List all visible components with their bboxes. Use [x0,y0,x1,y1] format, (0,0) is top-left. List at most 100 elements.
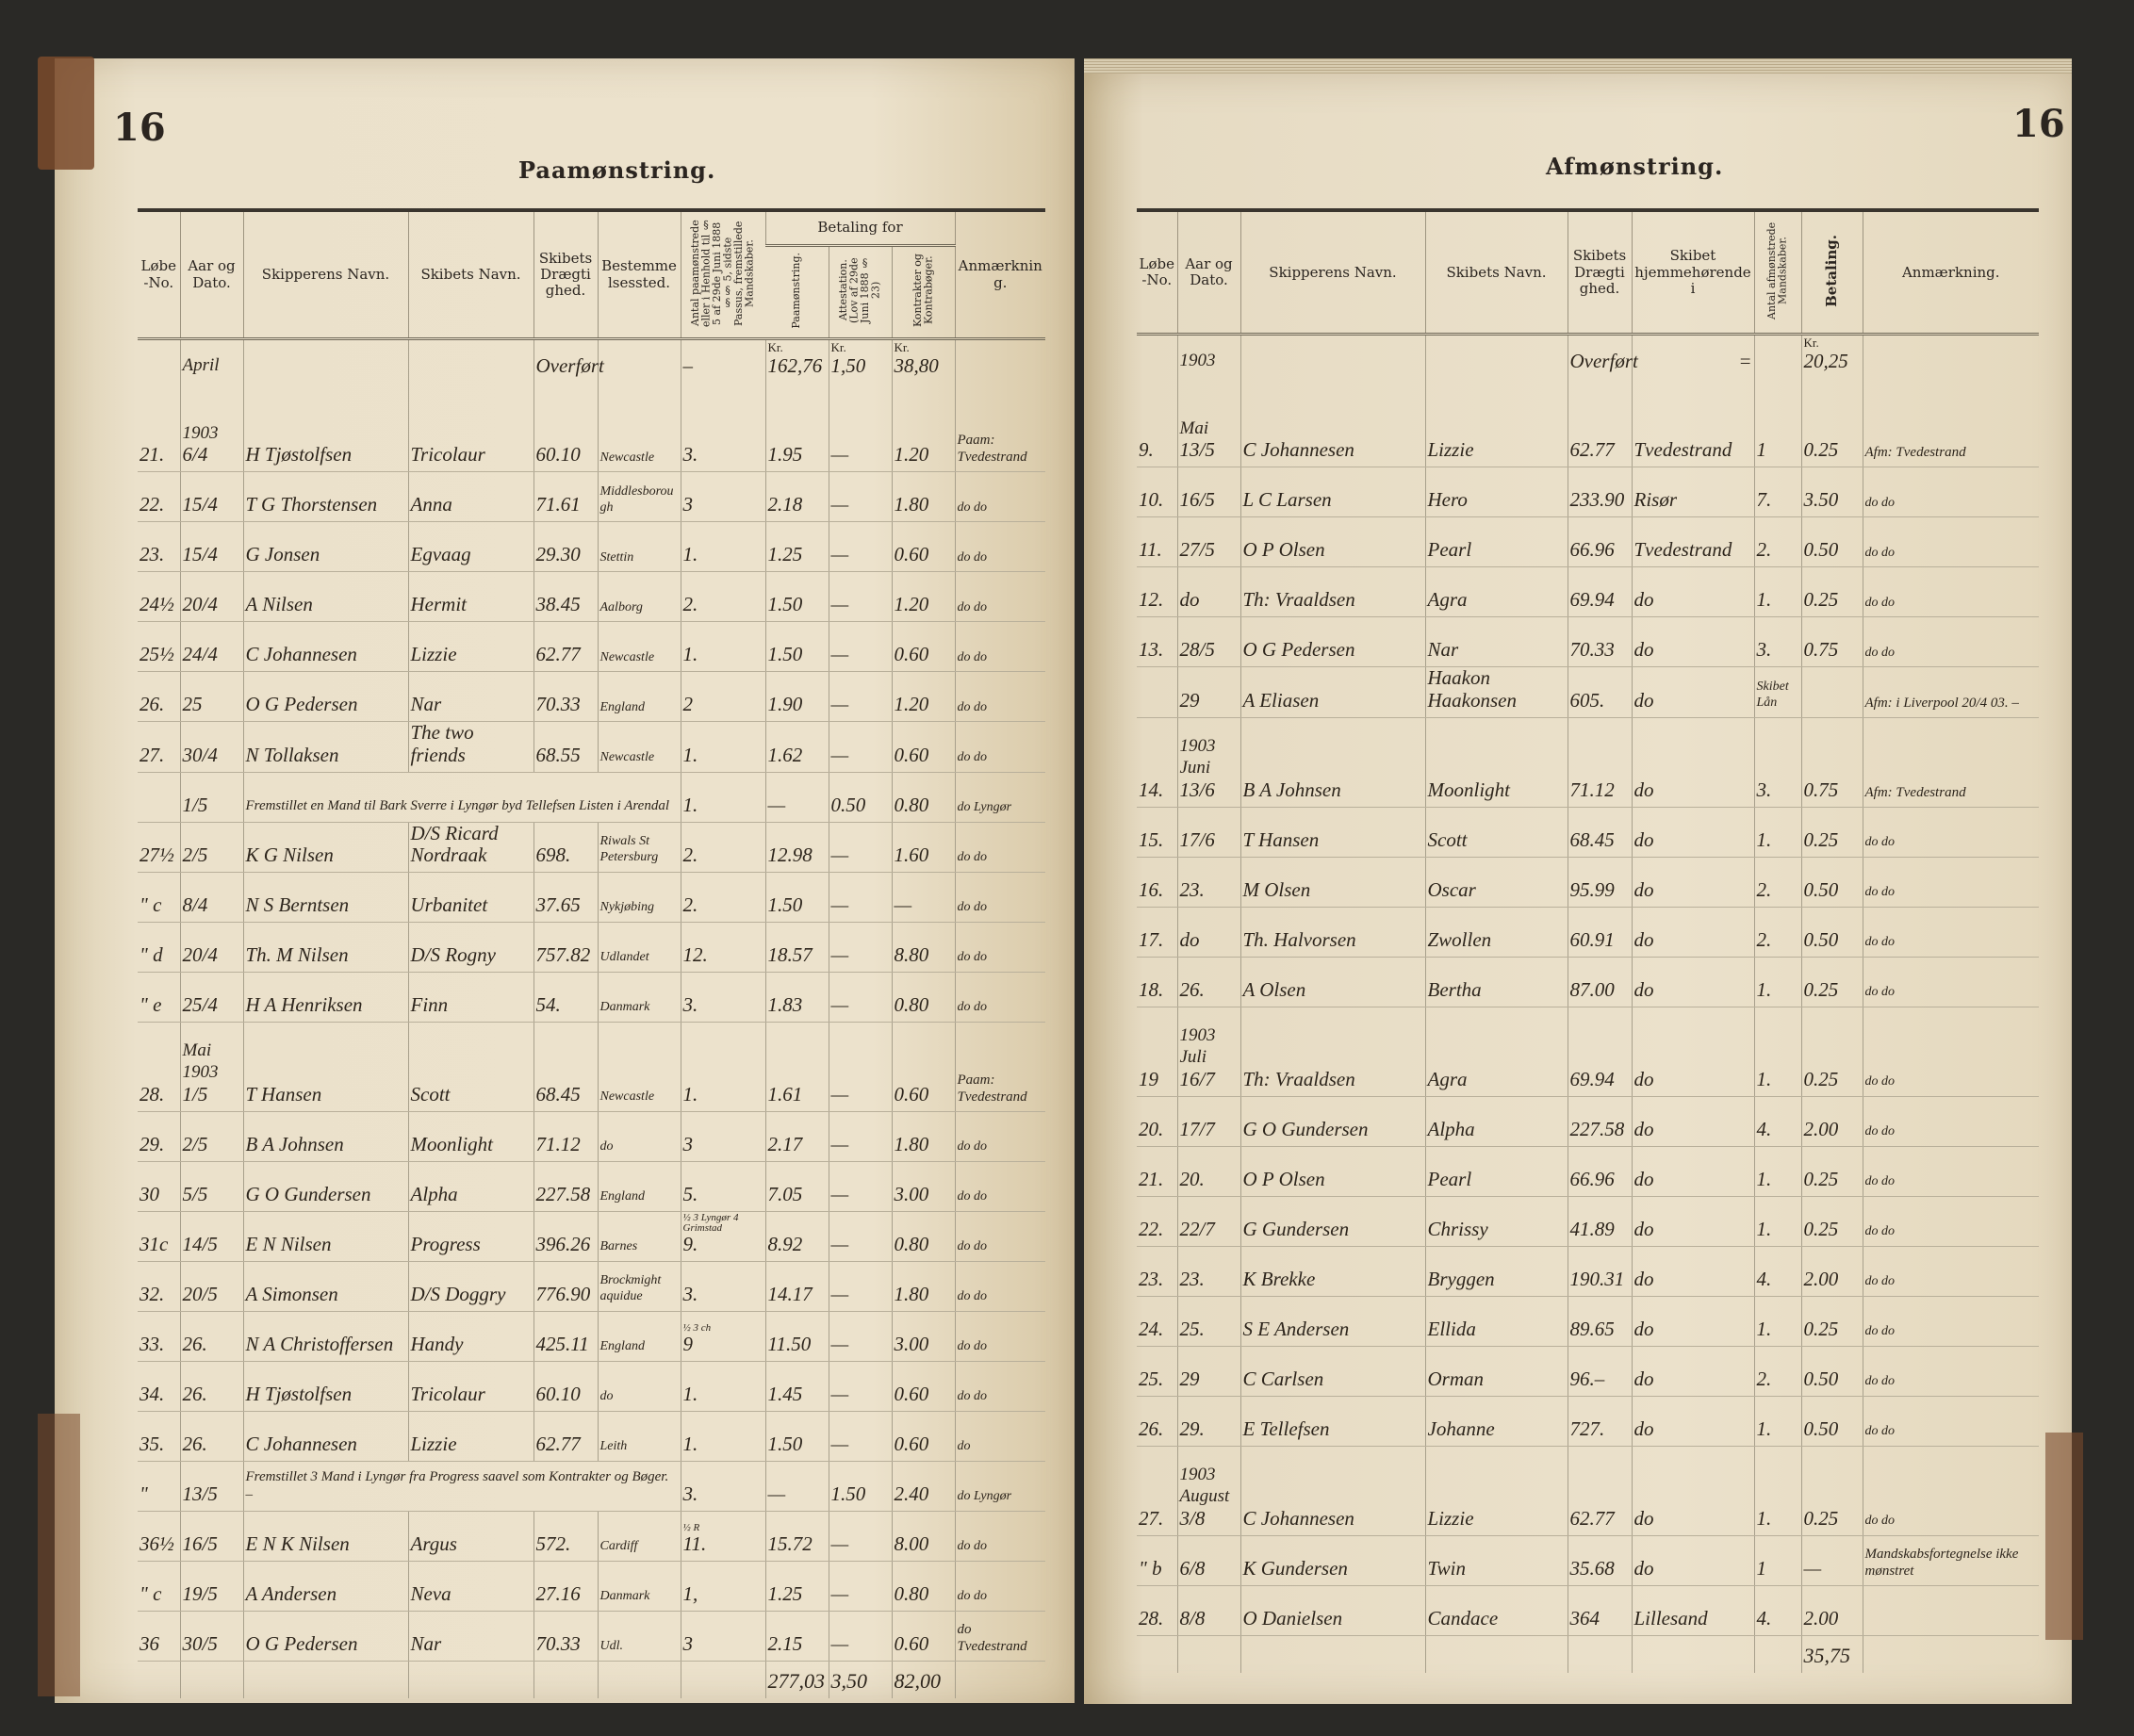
cell-ship: Handy [407,1311,534,1362]
cell-payment: 35,75 [1800,1635,1863,1674]
cell-ship: Lizzie [1424,377,1568,468]
cell-ship: Pearl [1424,516,1568,568]
cell-crew [1753,334,1801,378]
cell-remark: do do [954,671,1045,723]
cell-home-port: do [1631,1007,1754,1097]
cell-home-port: do [1631,1396,1754,1447]
cell-contracts: 1.20 [891,571,955,623]
cell-tonnage: 54. [533,972,598,1023]
leather-corner [38,57,94,170]
date-value: 26. [1179,977,1205,1001]
cell-crew: 3. [680,972,765,1023]
cell-skipper: C Johannesen [242,621,408,673]
cell-payment: 3.50 [1800,467,1863,518]
cell-no: 29. [138,1111,180,1162]
cell-skipper: G Jonsen [242,521,408,573]
cell-ship [1424,1635,1568,1674]
cell-no: " c [138,872,180,923]
cell-payment: 2.00 [1800,1585,1863,1636]
table-row: 24. 25. S E Andersen Ellida 89.65 do 1. 0.25 do … [1137,1296,2039,1347]
cell-ship: Argus [407,1511,534,1562]
cell-no: " b [1137,1535,1177,1586]
cell-date: 17/6 [1176,807,1240,858]
table-row: 22. 15/4 T G Thorstensen Anna 71.61 Middlesbo… [138,471,1045,523]
cell-payment: 0.25 [1800,957,1863,1007]
date-value: 16/5 [182,1531,218,1555]
cell-crew: 2 [680,671,765,723]
date-value: 25. [1179,1317,1205,1340]
cell-crew: 2. [680,872,765,923]
cell-home-port [1631,1635,1754,1674]
cell-crew: 2. [1753,516,1801,568]
cell-tonnage: 69.94 [1567,1007,1632,1097]
cell-destination: Danmark [597,972,681,1023]
table-row: 10. 16/5 L C Larsen Hero 233.90 Risør 7. 3.50 do… [1137,467,2039,518]
cell-crew: ½ 3 ch 9 [680,1311,765,1362]
cell-attest: Kr. 1,50 [828,338,892,383]
cell-tonnage: Overført [533,338,604,383]
carried-amount: 20,25 [1803,349,1848,372]
table-row: 28. Mai 1903 1/5 T Hansen Scott 68.45 Newcastl… [138,1022,1045,1112]
cell-date: 20/4 [179,571,243,623]
cell-remark: Afm: i Liverpool 20/4 03. – [1862,666,2039,718]
cell-tonnage: 776.90 [533,1261,598,1312]
currency-unit: Kr. [1803,336,1819,351]
cell-skipper [242,338,408,383]
cell-payment: 0.50 [1800,857,1863,908]
date-value: 20/4 [182,942,218,966]
date-value: 27/5 [1179,538,1215,562]
cell-tonnage: 757.82 [533,922,598,973]
cell-crew: 1. [680,772,765,823]
cell-payment: 0.25 [1800,566,1863,618]
cell-date: 24/4 [179,621,243,673]
cell-ship: Scott [407,1022,534,1112]
cell-attest: — [828,721,892,773]
cell-ship: The two friends [407,721,534,773]
header-lobe-no: Løbe-No. [1137,208,1177,336]
cell-destination: Nykjøbing [597,872,681,923]
cell-no: 15. [1137,807,1177,858]
cell-no [1137,335,1177,378]
cell-no: " [138,1461,180,1512]
month-label: 1903 [1179,351,1216,371]
cell-paam: 2.15 [764,1611,829,1662]
cell-ship: Moonlight [407,1111,534,1162]
cell-no: 21. [1137,1146,1177,1197]
table-row: 34. 26. H Tjøstolfsen Tricolaur 60.10 do 1. 1.4… [138,1361,1045,1412]
table-row: 27½ 2/5 K G Nilsen D/S Ricard Nordraak 698. R… [138,822,1045,873]
table-row: 22. 22/7 G Gundersen Chrissy 41.89 do 1. 0.25 do… [1137,1196,2039,1247]
cell-skipper: T G Thorstensen [242,471,408,523]
cell-date: April [179,338,243,383]
cell-skipper: Th. Halvorsen [1239,907,1425,958]
table-row: 14. 1903 Juni 13/6 B A Johnsen Moonlight 71.1… [1137,717,2039,808]
cell-skipper: C Johannesen [1239,1446,1425,1536]
cell-no: 26. [138,671,180,723]
cell-date: Mai 1903 1/5 [179,1022,243,1112]
cell-payment: 0.50 [1800,907,1863,958]
cell-skipper: A Andersen [242,1561,408,1612]
date-value: 29 [1179,1367,1200,1390]
cell-attest: — [828,822,892,873]
cell-ship: Anna [407,471,534,523]
cell-no: 24½ [138,571,180,623]
cell-date: 23. [1176,857,1240,908]
table-row: " 13/5 Fremstillet 3 Mand i Lyngør fra Pro… [138,1461,1045,1512]
cell-tonnage: 70.33 [533,671,598,723]
header-crew-text: Antal paamønstrede eller i Henhold til §… [689,219,757,327]
crew-value: 11. [682,1531,707,1555]
cell-destination: England [597,1161,681,1212]
date-value: 30/5 [182,1631,218,1655]
cell-paam: — [764,772,829,823]
cell-no: 30 [138,1161,180,1212]
date-value: 17/7 [1179,1117,1215,1140]
cell-skipper: C Johannesen [1239,377,1425,468]
cell-attest: — [828,471,892,523]
cell-crew: 2. [680,571,765,623]
header-payment-text: Betaling. [1822,234,1840,307]
afmonstring-ledger: Løbe-No. Aar og Dato. Skipperens Navn. S… [1137,208,2039,1674]
carried-amount: 1,50 [830,353,866,377]
table-row: " b 6/8 K Gundersen Twin 35.68 do 1— Mandskabsf… [1137,1535,2039,1586]
table-row: 11. 27/5 O P Olsen Pearl 66.96 Tvedestrand 2. 0… [1137,516,2039,568]
cell-no: 36½ [138,1511,180,1562]
cell-remark [1862,334,2039,378]
